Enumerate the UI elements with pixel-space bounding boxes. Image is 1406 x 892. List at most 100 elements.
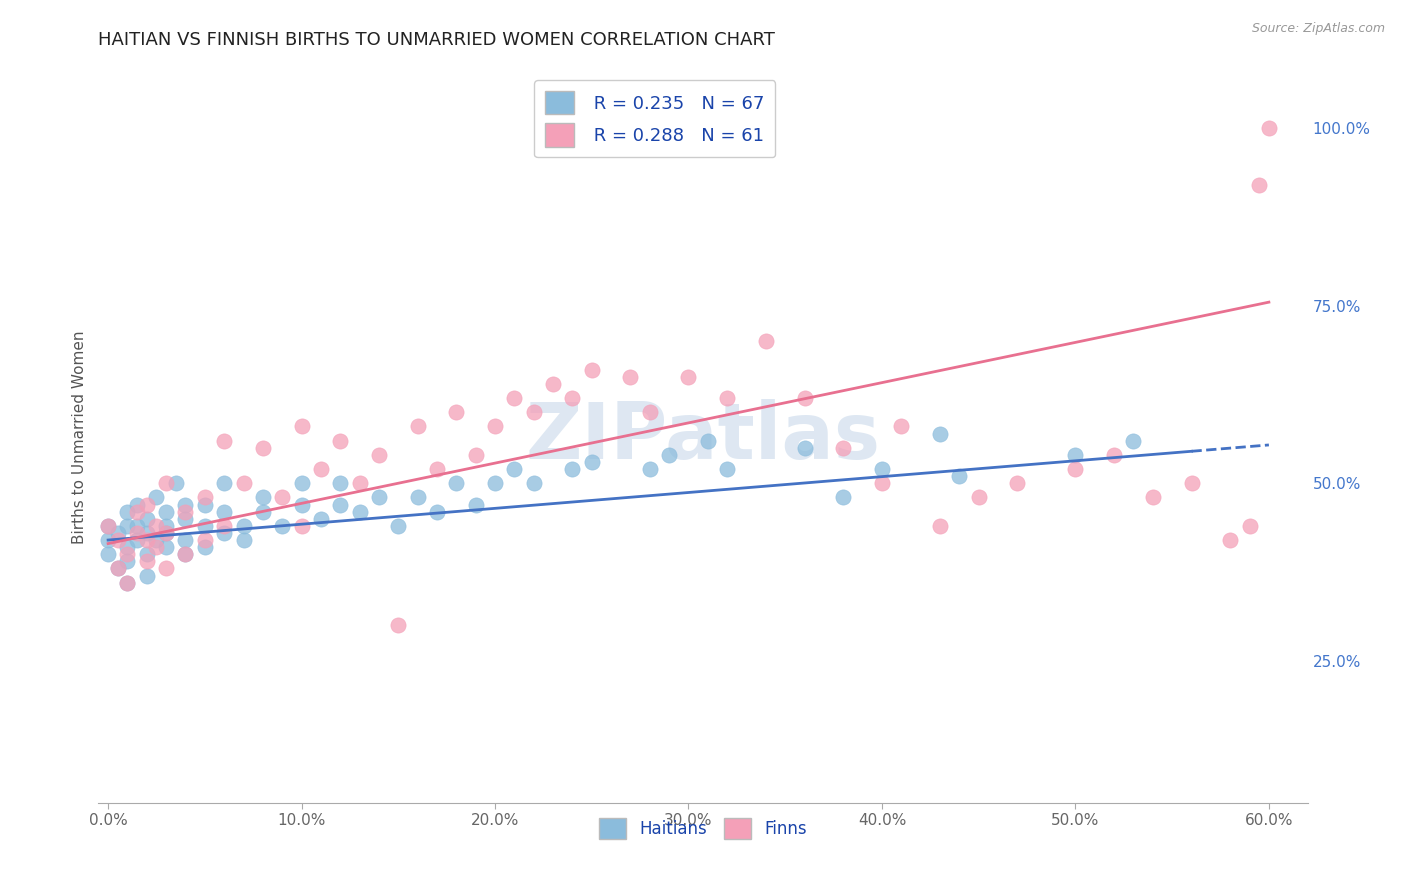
Point [329, 476, 352, 491]
Point [194, 498, 217, 512]
Legend: Haitians, Finns: Haitians, Finns [593, 811, 813, 846]
Point [503, 462, 526, 476]
Point [155, 476, 177, 491]
Point [832, 441, 855, 455]
Point [290, 476, 312, 491]
Point [1007, 476, 1029, 491]
Point [107, 561, 129, 575]
Point [232, 519, 254, 533]
Text: HAITIAN VS FINNISH BIRTHS TO UNMARRIED WOMEN CORRELATION CHART: HAITIAN VS FINNISH BIRTHS TO UNMARRIED W… [98, 31, 775, 49]
Point [329, 498, 352, 512]
Point [107, 533, 129, 547]
Point [127, 533, 149, 547]
Point [117, 519, 139, 533]
Point [145, 540, 167, 554]
Point [329, 434, 352, 448]
Point [368, 448, 391, 462]
Point [581, 362, 603, 376]
Point [212, 434, 235, 448]
Point [117, 505, 139, 519]
Point [368, 491, 391, 505]
Point [870, 476, 893, 491]
Point [658, 448, 681, 462]
Point [194, 533, 217, 547]
Point [194, 491, 217, 505]
Point [638, 462, 661, 476]
Point [174, 547, 197, 561]
Point [387, 519, 409, 533]
Point [561, 391, 583, 405]
Point [155, 505, 177, 519]
Point [174, 512, 197, 526]
Point [638, 405, 661, 419]
Point [1122, 434, 1144, 448]
Point [716, 462, 738, 476]
Point [135, 498, 157, 512]
Point [426, 462, 449, 476]
Point [755, 334, 778, 349]
Text: Source: ZipAtlas.com: Source: ZipAtlas.com [1251, 22, 1385, 36]
Point [135, 533, 157, 547]
Point [155, 561, 177, 575]
Point [349, 505, 371, 519]
Point [165, 476, 187, 491]
Point [97, 533, 120, 547]
Point [290, 498, 312, 512]
Point [97, 519, 120, 533]
Point [135, 547, 157, 561]
Point [523, 476, 546, 491]
Point [406, 419, 429, 434]
Point [793, 441, 815, 455]
Point [678, 369, 700, 384]
Point [145, 519, 167, 533]
Point [309, 462, 332, 476]
Point [194, 540, 217, 554]
Point [174, 533, 197, 547]
Point [127, 519, 149, 533]
Point [127, 498, 149, 512]
Point [464, 448, 486, 462]
Point [541, 376, 564, 391]
Point [117, 575, 139, 590]
Point [696, 434, 718, 448]
Point [870, 462, 893, 476]
Point [619, 369, 641, 384]
Point [1180, 476, 1202, 491]
Point [1257, 121, 1279, 136]
Text: ZIPatlas: ZIPatlas [526, 399, 880, 475]
Point [446, 405, 468, 419]
Point [135, 554, 157, 568]
Point [117, 575, 139, 590]
Point [194, 519, 217, 533]
Point [155, 525, 177, 540]
Point [155, 525, 177, 540]
Point [1064, 462, 1087, 476]
Point [349, 476, 371, 491]
Point [174, 505, 197, 519]
Point [929, 519, 952, 533]
Point [484, 419, 506, 434]
Point [107, 561, 129, 575]
Point [271, 519, 294, 533]
Point [1249, 178, 1271, 192]
Point [581, 455, 603, 469]
Point [117, 540, 139, 554]
Point [252, 441, 274, 455]
Point [212, 525, 235, 540]
Y-axis label: Births to Unmarried Women: Births to Unmarried Women [72, 330, 87, 544]
Point [387, 618, 409, 632]
Point [290, 519, 312, 533]
Point [212, 476, 235, 491]
Point [155, 519, 177, 533]
Point [890, 419, 912, 434]
Point [446, 476, 468, 491]
Point [117, 554, 139, 568]
Point [252, 505, 274, 519]
Point [97, 547, 120, 561]
Point [107, 525, 129, 540]
Point [145, 533, 167, 547]
Point [1102, 448, 1125, 462]
Point [271, 491, 294, 505]
Point [232, 533, 254, 547]
Point [484, 476, 506, 491]
